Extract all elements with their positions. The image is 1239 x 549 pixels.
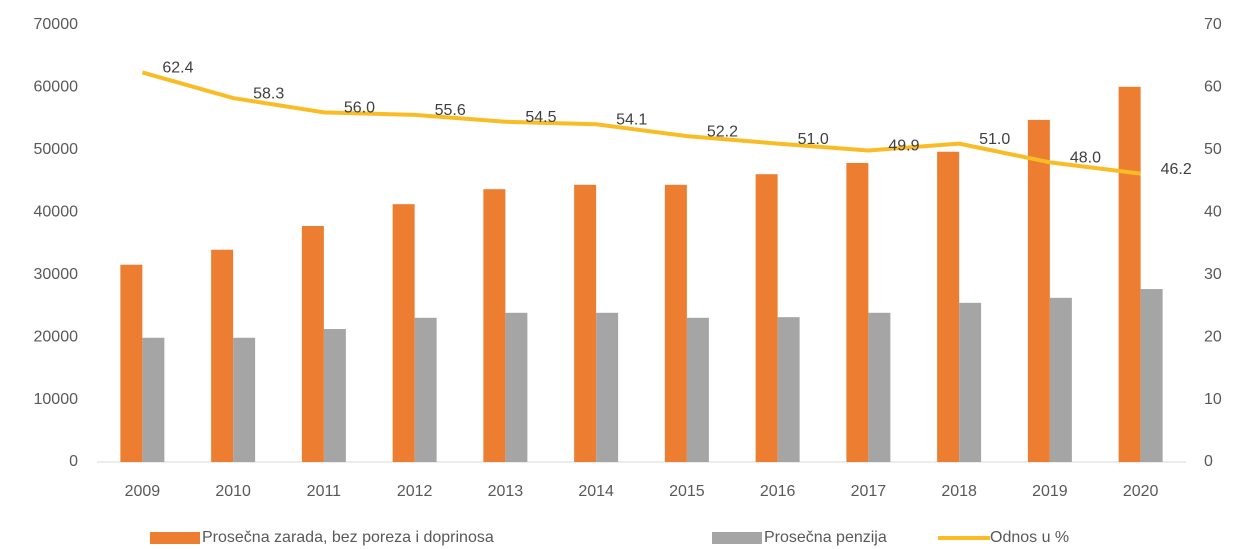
- y-tick-label: 30000: [34, 266, 79, 283]
- data-label: 54.5: [525, 109, 556, 126]
- bar: [686, 317, 709, 462]
- legend-swatch: [150, 532, 200, 544]
- data-label: 51.0: [798, 131, 829, 148]
- x-tick-label: 2014: [578, 483, 614, 500]
- bar: [483, 189, 506, 463]
- x-tick-label: 2009: [125, 483, 161, 500]
- bar: [392, 204, 415, 463]
- y2-tick-label: 30: [1204, 266, 1222, 283]
- legend-label: Prosečna zarada, bez poreza i doprinosa: [202, 529, 494, 546]
- bar: [1118, 86, 1141, 462]
- x-tick-label: 2019: [1032, 483, 1068, 500]
- data-label: 62.4: [162, 60, 193, 77]
- bar: [664, 184, 687, 462]
- y2-tick-label: 70: [1204, 16, 1222, 33]
- bar: [414, 317, 437, 462]
- y-tick-label: 20000: [34, 328, 79, 345]
- y-tick-label: 60000: [34, 79, 79, 96]
- y2-tick-label: 10: [1204, 391, 1222, 408]
- bar: [505, 312, 528, 462]
- legend-label: Prosečna penzija: [764, 529, 887, 546]
- bar: [937, 151, 960, 463]
- y-tick-label: 70000: [34, 16, 79, 33]
- bar: [755, 174, 778, 462]
- line: [141, 70, 1141, 176]
- data-label: 51.0: [979, 131, 1010, 148]
- data-label: 46.2: [1161, 161, 1192, 178]
- data-label: 56.0: [344, 100, 375, 117]
- y2-tick-label: 20: [1204, 328, 1222, 345]
- data-label: 49.9: [888, 138, 919, 155]
- y2-tick-label: 50: [1204, 141, 1222, 158]
- x-tick-label: 2017: [851, 483, 887, 500]
- x-tick-label: 2020: [1123, 483, 1159, 500]
- bar: [323, 329, 346, 462]
- data-label: 55.6: [435, 102, 466, 119]
- y-tick-label: 0: [69, 453, 78, 470]
- data-label: 52.2: [707, 123, 738, 140]
- x-tick-label: 2010: [215, 483, 251, 500]
- bar: [142, 337, 165, 462]
- bar: [777, 317, 800, 462]
- bar: [868, 312, 891, 462]
- x-tick-label: 2016: [760, 483, 796, 500]
- y2-tick-label: 60: [1204, 79, 1222, 96]
- bar: [574, 184, 597, 462]
- data-label: 48.0: [1070, 150, 1101, 167]
- bar: [959, 302, 982, 462]
- data-label: 58.3: [253, 85, 284, 102]
- bar: [233, 337, 256, 462]
- x-tick-label: 2013: [488, 483, 524, 500]
- bar: [596, 312, 619, 462]
- data-label: 54.1: [616, 111, 647, 128]
- x-tick-label: 2012: [397, 483, 433, 500]
- bar: [1140, 289, 1163, 462]
- bar: [1049, 297, 1072, 462]
- legend-swatch: [712, 532, 762, 544]
- x-tick-label: 2015: [669, 483, 705, 500]
- bar: [120, 264, 143, 462]
- bar: [301, 226, 324, 462]
- bar: [1027, 119, 1050, 463]
- bar: [846, 162, 869, 462]
- x-tick-label: 2018: [941, 483, 977, 500]
- y2-tick-label: 0: [1204, 453, 1213, 470]
- y-tick-label: 50000: [34, 141, 79, 158]
- legend-label: Odnos u %: [990, 529, 1069, 546]
- y-tick-label: 10000: [34, 391, 79, 408]
- y2-tick-label: 40: [1204, 204, 1222, 221]
- bar: [211, 249, 234, 462]
- x-tick-label: 2011: [307, 483, 342, 500]
- y-tick-label: 40000: [34, 204, 79, 221]
